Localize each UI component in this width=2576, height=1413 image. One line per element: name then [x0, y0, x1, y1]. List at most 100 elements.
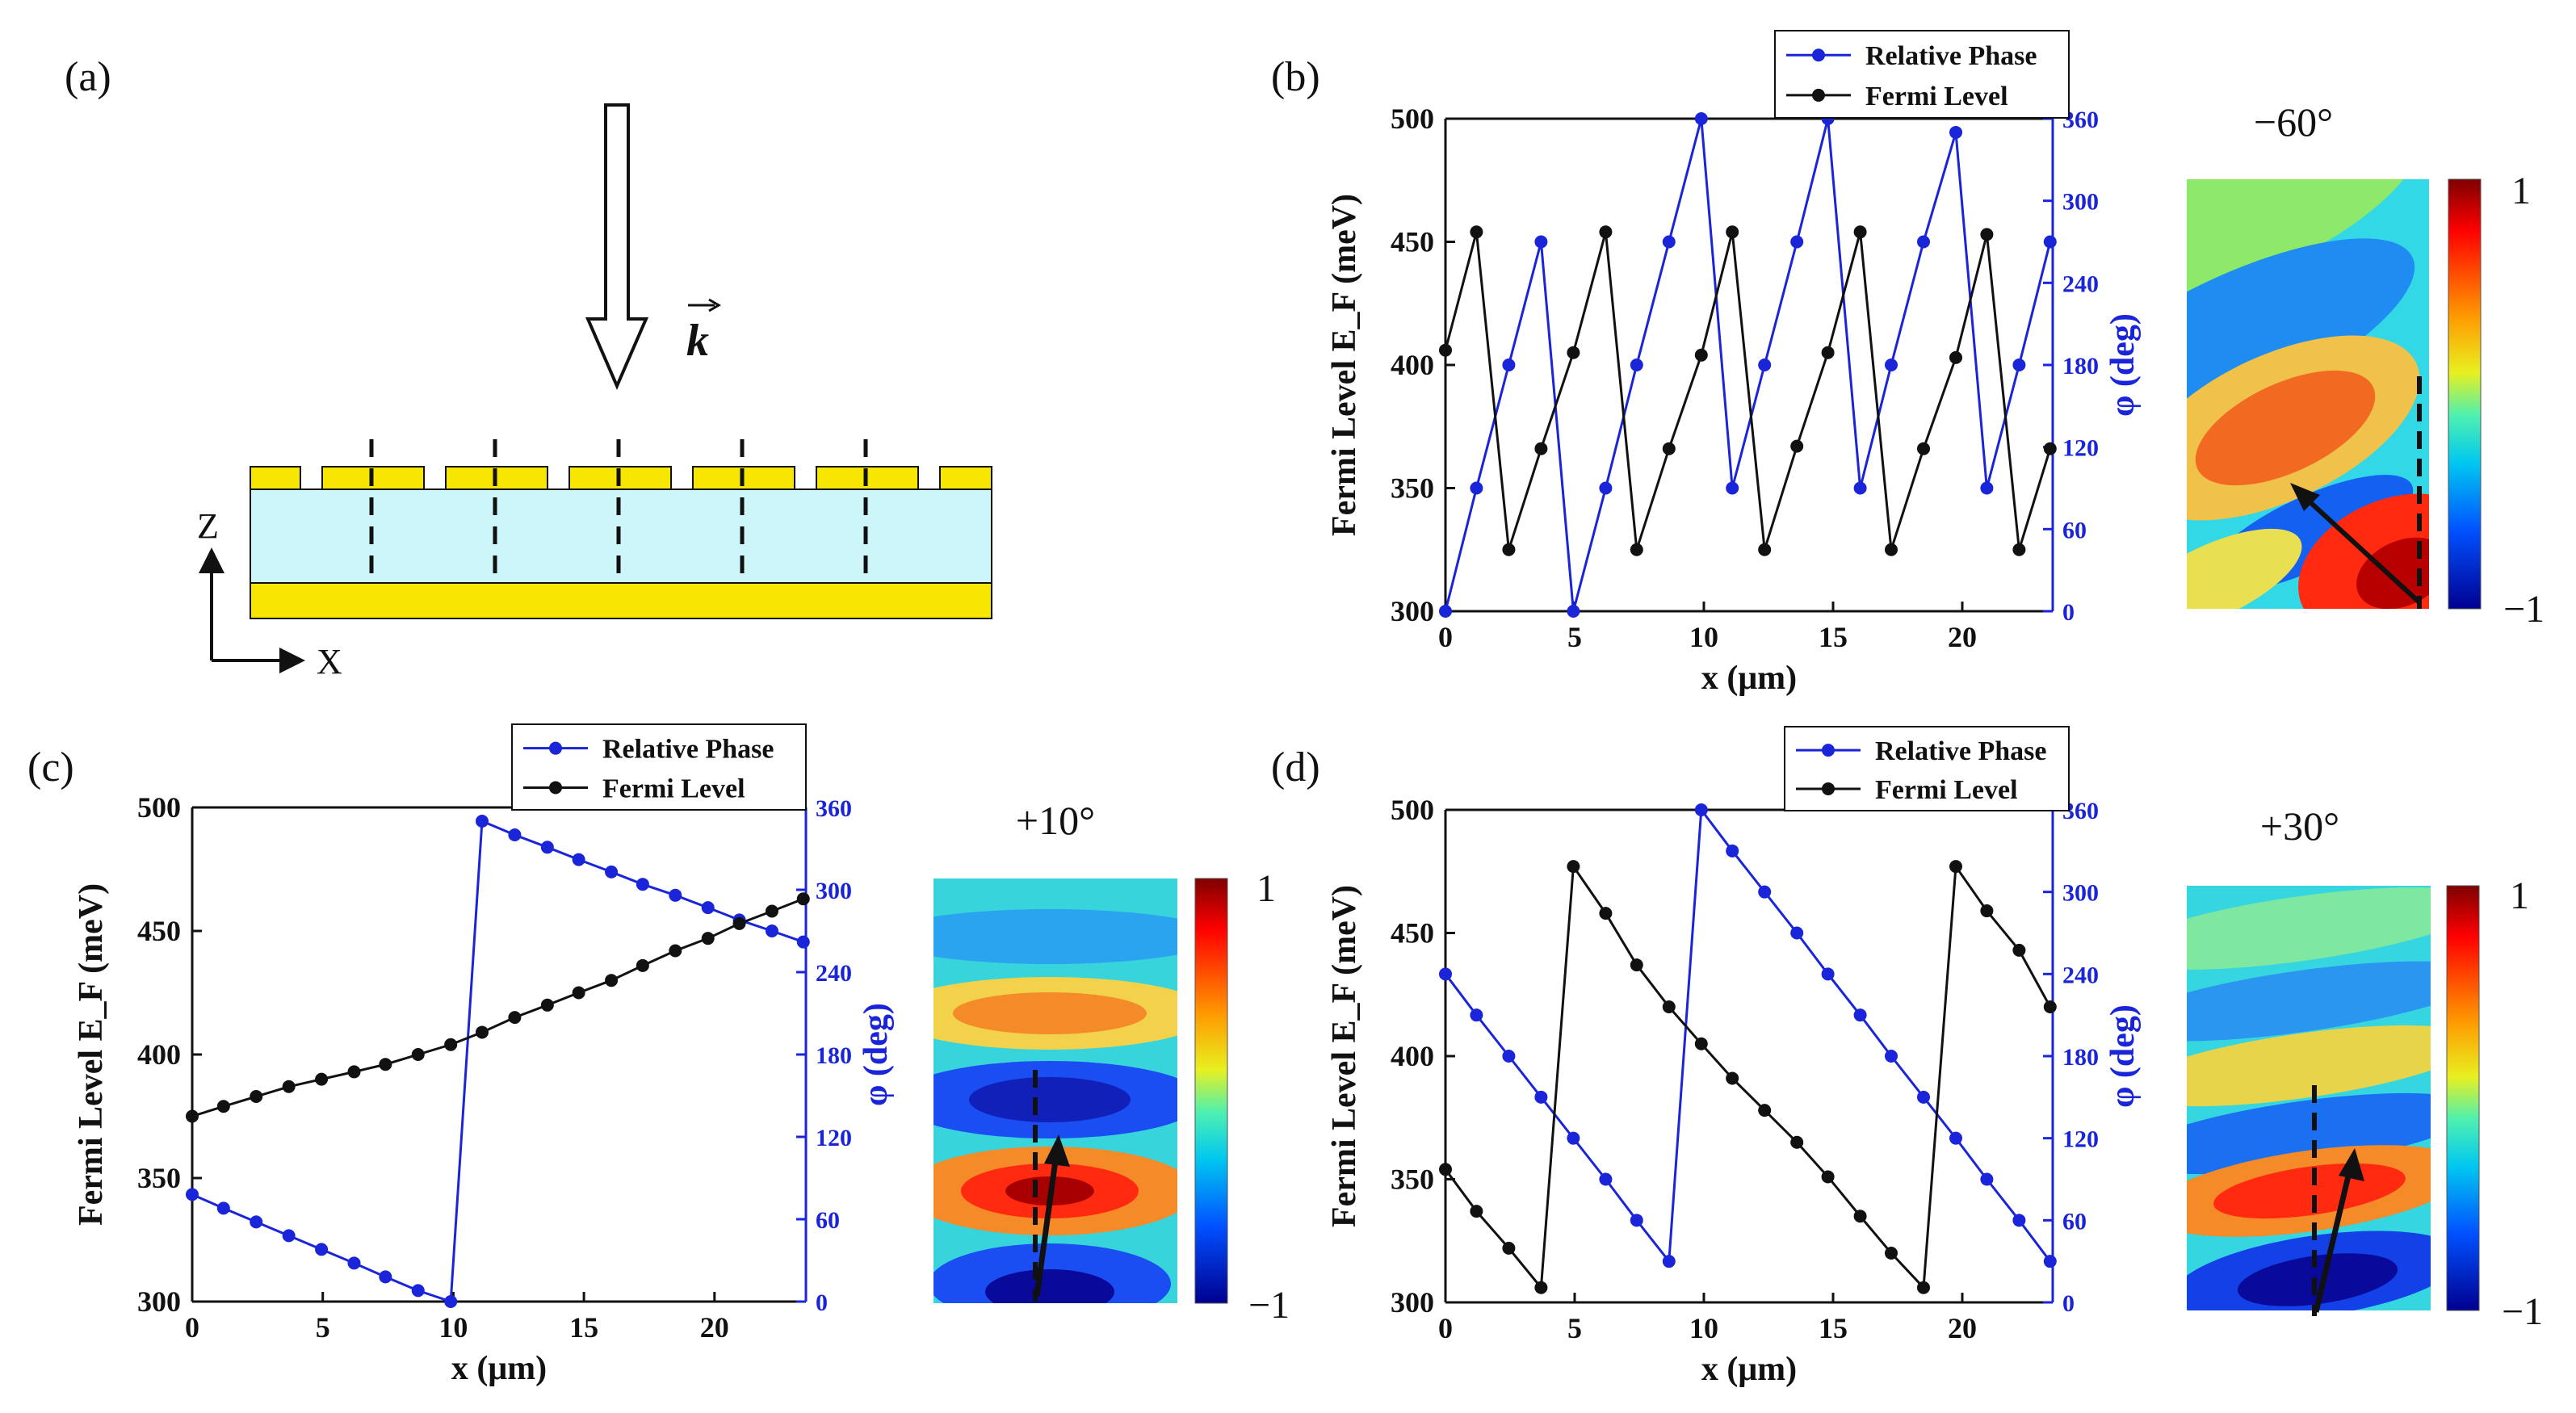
series-relative-phase [1439, 803, 2057, 1268]
data-point [250, 1215, 263, 1229]
y-left-tick-label: 450 [1391, 917, 1434, 950]
y-right-tick-label: 60 [2062, 1208, 2087, 1235]
data-point [282, 1229, 296, 1243]
data-point [1567, 346, 1580, 359]
legend-label: Relative Phase [1875, 736, 2046, 766]
data-point [1662, 1255, 1676, 1268]
data-point [411, 1048, 425, 1061]
data-point [1949, 125, 1962, 139]
coordinate-axes: Z X [197, 506, 342, 681]
chart-panel-b: 0 5 10 15 2030035040045050006012018024030036… [1326, 30, 2142, 697]
colorbar-d-max: 1 [2510, 874, 2529, 917]
y-right-tick-label: 0 [2062, 599, 2075, 626]
x-tick-label: 5 [1567, 1312, 1582, 1344]
data-point [669, 888, 682, 902]
legend-box [1774, 30, 2070, 119]
data-point [1599, 1172, 1613, 1186]
y-right-tick-label: 300 [2062, 880, 2099, 907]
y-axis-right-title: φ (deg) [2104, 1004, 2142, 1108]
x-axis-title: x (μm) [451, 1350, 547, 1387]
colorbar-c [1194, 878, 1228, 1304]
data-point [315, 1243, 329, 1256]
legend-swatch-marker [1822, 744, 1835, 757]
data-point [572, 986, 585, 1000]
x-tick-label: 15 [569, 1311, 598, 1344]
legend-box [511, 723, 807, 811]
colorbar-b-max: 1 [2511, 170, 2531, 212]
data-point [1439, 967, 1452, 981]
data-point [2012, 543, 2026, 556]
angle-label-c: +10° [1016, 798, 1095, 843]
data-point [1726, 481, 1739, 495]
x-tick-label: 10 [438, 1311, 468, 1344]
legend-label: Fermi Level [602, 774, 745, 803]
data-point [1439, 1163, 1452, 1176]
data-point [540, 998, 554, 1012]
data-point [1885, 1247, 1898, 1260]
y-right-tick-label: 240 [2062, 962, 2099, 988]
data-point [1567, 605, 1580, 618]
x-tick-label: 5 [316, 1311, 330, 1344]
data-point [1630, 1214, 1643, 1227]
propagation-arrow-b [2299, 492, 2422, 605]
data-point [1534, 1090, 1548, 1104]
panel-label-a: (a) [65, 54, 111, 100]
data-point [1694, 803, 1708, 816]
data-point [216, 1201, 230, 1215]
data-point [1758, 358, 1772, 371]
data-point [379, 1058, 392, 1071]
legend-label: Fermi Level [1865, 82, 2008, 111]
field-map-b: −60° 1 −1 [2187, 99, 2545, 631]
data-point [2012, 943, 2026, 957]
x-tick-label: 10 [1689, 621, 1718, 653]
data-point [2043, 1255, 2057, 1268]
data-point [1726, 844, 1739, 857]
data-point [1949, 1131, 1962, 1145]
propagation-arrow-c [1034, 1154, 1059, 1297]
data-point [1758, 1104, 1772, 1117]
x-tick-label: 15 [1819, 621, 1848, 653]
y-right-tick-label: 240 [2062, 270, 2099, 297]
x-tick-label: 0 [185, 1311, 199, 1344]
data-point [1726, 225, 1739, 239]
data-point [1534, 1281, 1548, 1294]
wave-vector-label: k [686, 298, 721, 366]
field-map-c-image [933, 878, 1177, 1303]
data-point [1470, 1205, 1483, 1218]
series-line [1444, 806, 2051, 1265]
data-point [1726, 1071, 1739, 1085]
data-point [1790, 439, 1804, 453]
data-point [1917, 235, 1930, 249]
chart-panel-d: 0 5 10 15 2030035040045050006012018024030036… [1326, 726, 2142, 1388]
data-point [1949, 350, 1962, 364]
y-left-tick-label: 300 [1391, 595, 1434, 627]
field-map-d: +30° 1 −1 [2187, 803, 2543, 1333]
data-point [1630, 543, 1643, 556]
incident-wave-arrow [585, 103, 649, 391]
chart-panel-c: 0 5 10 15 20 300 350 400 450 500 0 60 120 180 240 300 36… [73, 723, 895, 1387]
svg-text:k: k [686, 316, 709, 366]
data-point [1694, 348, 1708, 362]
legend: Relative Phase Fermi Level [1784, 726, 2070, 811]
y-right-tick-label: 0 [816, 1289, 828, 1316]
data-point [701, 901, 715, 915]
data-point [1502, 358, 1516, 371]
legend-label: Relative Phase [602, 735, 774, 765]
data-point [475, 1025, 489, 1039]
data-point [216, 1100, 230, 1113]
y-left-tick-label: 450 [1391, 226, 1434, 258]
axis-z-label: Z [197, 506, 219, 546]
y-right-tick-label: 360 [816, 795, 852, 822]
data-point [2043, 235, 2057, 249]
data-point [347, 1065, 361, 1079]
y-right-tick-label: 240 [816, 960, 852, 987]
y-axis-left-title: Fermi Level E_F (meV) [1326, 885, 1363, 1227]
data-point [1980, 904, 1994, 918]
y-right-tick-label: 120 [816, 1125, 852, 1151]
data-point [1885, 1050, 1898, 1063]
data-point [1470, 225, 1483, 239]
y-left-tick-label: 350 [1391, 1164, 1434, 1196]
colorbar-b [2448, 178, 2482, 610]
y-right-tick-label: 180 [2062, 353, 2099, 379]
